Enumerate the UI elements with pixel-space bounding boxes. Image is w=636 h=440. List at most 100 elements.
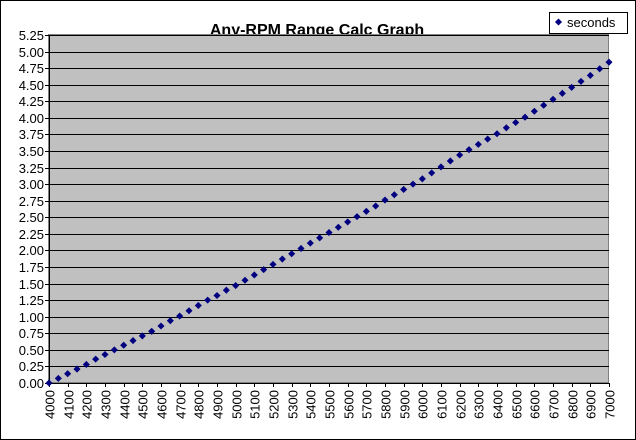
x-tick-label: 6900 bbox=[584, 390, 599, 419]
data-point bbox=[64, 370, 72, 378]
data-point bbox=[390, 191, 398, 199]
data-point bbox=[250, 271, 258, 279]
data-point bbox=[306, 239, 314, 247]
x-tick-label: 5400 bbox=[304, 390, 319, 419]
x-tick-label: 6600 bbox=[528, 390, 543, 419]
data-point bbox=[428, 169, 436, 177]
data-point bbox=[148, 327, 156, 335]
x-tick-label: 6500 bbox=[510, 390, 525, 419]
x-tick-label: 4300 bbox=[99, 390, 114, 419]
data-point bbox=[166, 317, 174, 325]
data-point bbox=[400, 185, 408, 193]
y-tick-label: 2.50 bbox=[19, 210, 44, 225]
data-point bbox=[269, 260, 277, 268]
y-tick-label: 3.50 bbox=[19, 144, 44, 159]
data-point bbox=[446, 157, 454, 165]
data-point bbox=[54, 374, 62, 382]
x-tick-label: 5700 bbox=[360, 390, 375, 419]
data-point bbox=[586, 71, 594, 79]
x-tick-label: 4400 bbox=[118, 390, 133, 419]
x-tick-label: 5200 bbox=[267, 390, 282, 419]
x-tick-label: 5000 bbox=[230, 390, 245, 419]
data-point bbox=[465, 146, 473, 154]
x-tick-label: 5600 bbox=[342, 390, 357, 419]
y-tick-label: 1.50 bbox=[19, 277, 44, 292]
data-point bbox=[409, 180, 417, 188]
data-point bbox=[176, 312, 184, 320]
x-tick-label: 6100 bbox=[435, 390, 450, 419]
data-point bbox=[549, 95, 557, 103]
data-point bbox=[493, 130, 501, 138]
x-tick-label: 7000 bbox=[603, 390, 618, 419]
data-point bbox=[344, 218, 352, 226]
x-tick-label: 4100 bbox=[62, 390, 77, 419]
data-point bbox=[484, 135, 492, 143]
x-tick-label: 4000 bbox=[43, 390, 58, 419]
data-point bbox=[381, 196, 389, 204]
data-point bbox=[502, 124, 510, 132]
data-point bbox=[101, 350, 109, 359]
y-tick-label: 5.00 bbox=[19, 45, 44, 60]
y-tick-label: 4.00 bbox=[19, 111, 44, 126]
y-tick-label: 0.00 bbox=[19, 376, 44, 391]
legend: seconds bbox=[549, 12, 628, 34]
x-tick-label: 4900 bbox=[211, 390, 226, 419]
data-point bbox=[222, 286, 230, 294]
data-point bbox=[568, 83, 576, 91]
y-tick-label: 4.75 bbox=[19, 61, 44, 76]
y-tick-label: 1.00 bbox=[19, 310, 44, 325]
y-tick-label: 0.75 bbox=[19, 326, 44, 341]
data-point bbox=[241, 276, 249, 284]
data-point bbox=[288, 250, 296, 258]
data-point bbox=[316, 234, 324, 242]
data-point bbox=[325, 228, 333, 237]
data-point bbox=[278, 255, 286, 263]
data-point bbox=[82, 360, 90, 368]
data-point bbox=[418, 175, 426, 183]
x-tick-label: 4500 bbox=[136, 390, 151, 419]
data-point bbox=[512, 118, 520, 127]
data-point bbox=[232, 282, 240, 290]
data-point bbox=[577, 77, 585, 85]
data-point bbox=[596, 65, 604, 73]
data-point bbox=[437, 163, 445, 171]
data-point bbox=[213, 291, 221, 300]
data-point bbox=[372, 202, 380, 210]
data-point bbox=[362, 207, 370, 215]
y-tick-label: 5.25 bbox=[19, 28, 44, 43]
x-tick-label: 5500 bbox=[323, 390, 338, 419]
y-tick-label: 4.50 bbox=[19, 78, 44, 93]
y-tick-label: 0.50 bbox=[19, 343, 44, 358]
x-tick-label: 4700 bbox=[174, 390, 189, 419]
data-point bbox=[129, 337, 137, 345]
y-tick-label: 3.75 bbox=[19, 127, 44, 142]
data-point bbox=[353, 213, 361, 221]
y-axis-ticks: 0.00 0.250.50 0.751.00 1.251.50 1.75 2.002.25… bbox=[19, 28, 50, 391]
x-tick-label: 5900 bbox=[398, 390, 413, 419]
data-point bbox=[73, 365, 81, 373]
legend-label: seconds bbox=[567, 15, 616, 30]
x-tick-label: 4200 bbox=[80, 390, 95, 419]
data-point bbox=[157, 322, 165, 330]
y-tick-label: 1.25 bbox=[19, 293, 44, 308]
data-point bbox=[297, 244, 305, 252]
x-tick-label: 6800 bbox=[566, 390, 581, 419]
data-point bbox=[521, 113, 529, 121]
data-point bbox=[45, 379, 53, 387]
legend-marker bbox=[554, 18, 563, 26]
y-tick-label: 3.25 bbox=[19, 161, 44, 176]
y-tick-label: 1.75 bbox=[19, 260, 44, 275]
x-axis-ticks: 4000 4100 4200 4300 4400 4500 4600 4700 4800 4900… bbox=[43, 383, 618, 419]
data-point bbox=[456, 151, 464, 159]
data-point bbox=[605, 58, 613, 66]
data-point bbox=[530, 107, 538, 115]
y-tick-label: 4.25 bbox=[19, 94, 44, 109]
data-point bbox=[540, 101, 548, 109]
x-tick-label: 6200 bbox=[454, 390, 469, 419]
x-tick-label: 5800 bbox=[379, 390, 394, 419]
x-tick-label: 6700 bbox=[547, 390, 562, 419]
y-tick-label: 2.00 bbox=[19, 243, 44, 258]
legend-box bbox=[549, 12, 628, 34]
